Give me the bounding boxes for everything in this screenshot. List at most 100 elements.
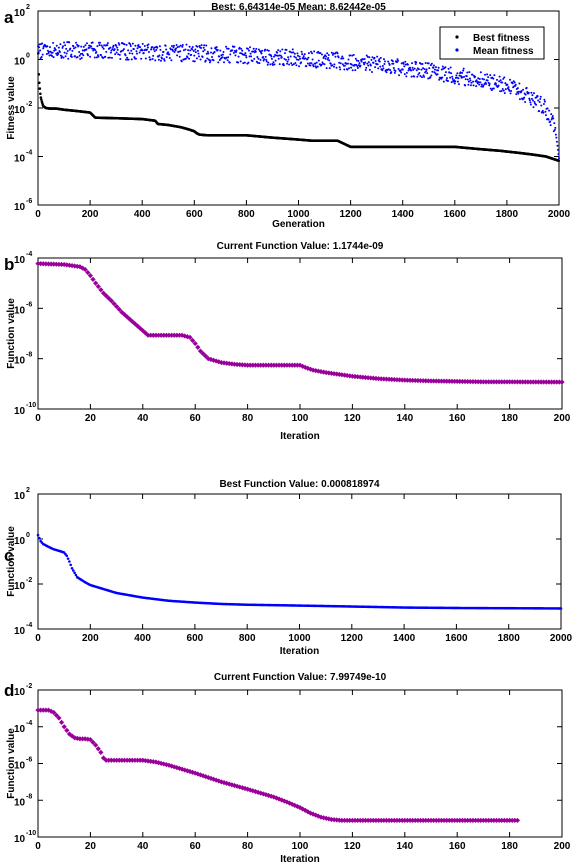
data-point [356, 65, 359, 68]
data-point [137, 44, 140, 47]
data-point [263, 58, 266, 61]
data-point [313, 812, 319, 818]
data-point [193, 60, 196, 63]
data-point [228, 61, 231, 64]
y-tick-label: 10 [14, 154, 26, 165]
data-point [441, 65, 444, 68]
data-point [329, 62, 332, 65]
data-point [280, 56, 283, 59]
data-point [76, 56, 79, 59]
data-point [98, 749, 104, 756]
data-point [90, 276, 96, 283]
legend-box [439, 26, 545, 60]
x-tick-label: 60 [190, 841, 202, 852]
data-point [143, 44, 146, 47]
x-tick-label: 200 [554, 413, 571, 424]
data-point [65, 554, 69, 558]
data-point [341, 63, 344, 66]
data-point [374, 66, 377, 69]
data-point [400, 71, 403, 74]
data-point [378, 60, 381, 63]
data-point [87, 736, 94, 743]
data-point [471, 73, 474, 76]
data-point [307, 810, 314, 816]
data-point [397, 67, 400, 70]
data-point [116, 46, 119, 49]
data-point [165, 48, 168, 51]
data-point [532, 106, 535, 109]
x-tick-label: 1400 [393, 633, 416, 644]
data-point [123, 43, 126, 46]
x-tick-label: 1600 [445, 633, 468, 644]
data-point [413, 75, 416, 78]
data-point [72, 45, 75, 48]
x-tick-label: 180 [501, 413, 518, 424]
data-point [312, 65, 315, 68]
data-point [346, 68, 349, 71]
data-point [437, 66, 440, 69]
data-point [372, 61, 375, 64]
data-point [315, 813, 322, 819]
data-point [488, 84, 491, 87]
data-point [274, 59, 277, 62]
data-point [379, 65, 382, 68]
data-point [273, 795, 280, 801]
data-point [121, 311, 128, 318]
data-point [270, 57, 273, 60]
data-point [185, 43, 188, 46]
data-point [197, 348, 204, 354]
data-point [406, 63, 409, 66]
data-point [553, 122, 556, 125]
data-point [543, 98, 546, 101]
data-point [73, 55, 76, 58]
data-point [240, 47, 243, 50]
data-point [371, 56, 374, 59]
data-point [111, 300, 117, 307]
data-point [201, 56, 204, 59]
data-point [296, 54, 299, 57]
x-tick-label: 800 [238, 209, 255, 220]
data-point [252, 47, 255, 50]
data-point [38, 81, 41, 85]
data-point [195, 344, 201, 350]
data-point [292, 63, 295, 66]
data-point [91, 41, 94, 44]
data-point [231, 49, 234, 52]
chart-title: Best Function Value: 0.000818974 [219, 479, 380, 490]
y-tick-exponent: -2 [26, 683, 32, 690]
data-point [464, 84, 467, 87]
data-point [454, 80, 457, 83]
data-point [506, 83, 509, 86]
data-point [188, 57, 191, 60]
data-point [147, 50, 150, 53]
data-point [85, 48, 88, 51]
data-point [538, 100, 541, 103]
data-point [396, 58, 399, 61]
data-point [129, 45, 132, 48]
x-axis-label: Generation [272, 219, 325, 230]
data-point [243, 61, 246, 64]
panel-b: b Current Function Value: 1.1744e-09 0 20 40… [4, 241, 571, 442]
data-point [297, 58, 300, 61]
x-tick-label: 1400 [392, 209, 415, 220]
data-point [525, 86, 528, 89]
data-point [233, 45, 236, 48]
data-point [339, 62, 342, 65]
y-tick-exponent: -8 [26, 352, 32, 359]
x-tick-label: 80 [242, 841, 254, 852]
data-point [244, 52, 247, 55]
data-point [96, 54, 99, 57]
data-point [530, 91, 533, 94]
data-point [111, 48, 114, 51]
y-tick-exponent: -2 [26, 577, 32, 584]
data-point [556, 144, 559, 147]
data-point [513, 81, 516, 84]
data-point [125, 43, 128, 46]
data-point [176, 46, 179, 49]
data-point [283, 52, 286, 55]
y-tick-exponent: -2 [26, 101, 32, 108]
data-point [120, 50, 123, 53]
data-point [389, 69, 392, 72]
data-point [410, 69, 413, 72]
data-point [265, 60, 268, 63]
